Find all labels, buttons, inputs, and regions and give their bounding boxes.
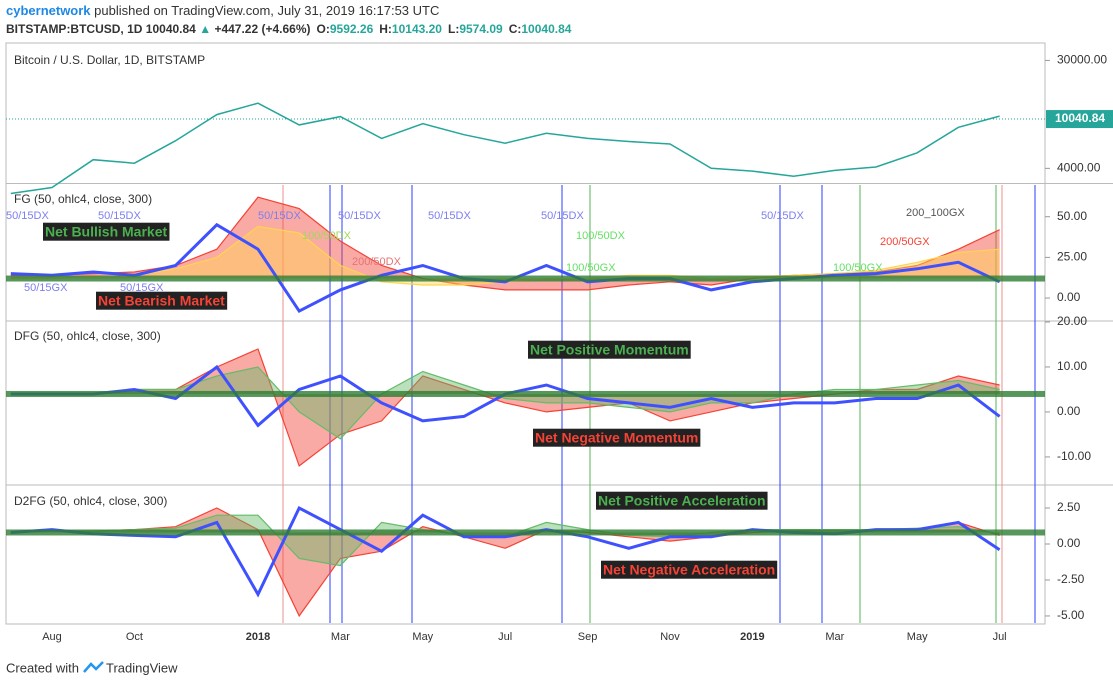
last: 10040.84 bbox=[146, 22, 196, 36]
signal-label: 200/50GX bbox=[880, 236, 930, 248]
logo bbox=[83, 661, 104, 673]
x-tick-label: Mar bbox=[825, 631, 844, 643]
symbol: BITSTAMP:BTCUSD, 1D bbox=[6, 22, 143, 36]
last-price-box bbox=[1046, 110, 1113, 129]
up-arrow: ▲ bbox=[199, 22, 211, 36]
y-tick-label: 30000.00 bbox=[1057, 53, 1107, 67]
indicator-line bbox=[10, 222, 1001, 314]
annotation: Net Negative Acceleration bbox=[603, 562, 775, 578]
annotation: Net Positive Momentum bbox=[530, 342, 689, 358]
signal-label: 50/15DX bbox=[541, 210, 584, 222]
signal-label: 100/50GX bbox=[833, 262, 883, 274]
y-tick-label: -10.00 bbox=[1057, 449, 1091, 463]
ohlc-value: 9592.26 bbox=[330, 22, 374, 36]
annotation: Net Positive Acceleration bbox=[598, 493, 766, 509]
price-line bbox=[10, 102, 1000, 195]
signal-label: 50/15DX bbox=[98, 210, 141, 222]
x-tick-label: May bbox=[412, 631, 433, 643]
baseline-band bbox=[6, 390, 1045, 397]
area-fill bbox=[10, 226, 1000, 285]
annotation: Net Bearish Market bbox=[98, 293, 225, 309]
annotation: Net Bullish Market bbox=[45, 224, 167, 240]
signal-label: 50/15DX bbox=[761, 210, 804, 222]
publisher: cybernetwork bbox=[6, 3, 91, 18]
x-tick-label: Jul bbox=[993, 631, 1007, 643]
pane-title: Bitcoin / U.S. Dollar, 1D, BITSTAMP bbox=[14, 53, 205, 67]
y-tick-label: 25.00 bbox=[1057, 250, 1087, 264]
plots: 30000.00 4000.00 Bitcoin / U.S. Dollar, 1D… bbox=[6, 53, 1113, 643]
ohlc-label: O: bbox=[317, 22, 330, 36]
x-tick-label: 2019 bbox=[740, 631, 764, 643]
y-tick-label: 10.00 bbox=[1057, 359, 1087, 373]
area-fill bbox=[10, 367, 1000, 439]
signal-label: 50/15DX bbox=[258, 210, 301, 222]
y-tick-label: 50.00 bbox=[1057, 209, 1087, 223]
ohlc-value: 10143.20 bbox=[392, 22, 442, 36]
indicator-line bbox=[10, 366, 1000, 440]
change: +447.22 (+4.66%) bbox=[214, 22, 310, 36]
annotation-box bbox=[528, 340, 691, 359]
signal-label: 200/50DX bbox=[352, 256, 402, 268]
y-tick-label: 4000.00 bbox=[1057, 161, 1101, 175]
y-tick-label: 20.00 bbox=[1057, 314, 1087, 328]
x-tick-label: Oct bbox=[126, 631, 143, 643]
signal-label: 50/15DX bbox=[338, 210, 381, 222]
signal-label: 100/50DX bbox=[302, 230, 352, 242]
baseline-band bbox=[6, 529, 1045, 536]
y-tick-label: -2.50 bbox=[1057, 572, 1085, 586]
header: cybernetwork published on TradingView.co… bbox=[6, 3, 439, 18]
area-fill bbox=[10, 197, 1000, 290]
y-tick-label: 0.00 bbox=[1057, 290, 1081, 304]
ohlc-value: 9574.09 bbox=[459, 22, 503, 36]
pane-title: DFG (50, ohlc4, close, 300) bbox=[14, 329, 161, 343]
baseline-band bbox=[6, 275, 1045, 282]
signal-label: 50/15GX bbox=[120, 282, 164, 294]
x-tick-label: Aug bbox=[42, 631, 62, 643]
ohlc-label: C: bbox=[509, 22, 522, 36]
annotation-box bbox=[596, 491, 768, 510]
published: published on TradingView.com, July 31, 2… bbox=[94, 3, 439, 18]
signal-label: 100/50DX bbox=[576, 230, 626, 242]
x-tick-label: May bbox=[907, 631, 928, 643]
y-tick-label: 0.00 bbox=[1057, 536, 1081, 550]
pane-title: D2FG (50, ohlc4, close, 300) bbox=[14, 494, 167, 508]
x-tick-label: Mar bbox=[331, 631, 350, 643]
ohlc-value: 10040.84 bbox=[521, 22, 571, 36]
x-tick-label: Jul bbox=[498, 631, 512, 643]
annotation-box bbox=[533, 428, 701, 447]
footer-text: Created with bbox=[6, 660, 79, 675]
annotation-box bbox=[601, 560, 778, 579]
x-tick-label: Nov bbox=[660, 631, 680, 643]
annotation: Net Negative Momentum bbox=[535, 430, 698, 446]
signal-label: 100/50GX bbox=[566, 262, 616, 274]
signal-label: 50/15DX bbox=[428, 210, 471, 222]
y-tick-label: 2.50 bbox=[1057, 500, 1081, 514]
annotation-box bbox=[43, 222, 170, 241]
ohlc-label: L: bbox=[448, 22, 459, 36]
signal-label: 50/15DX bbox=[6, 210, 49, 222]
x-tick-label: 2018 bbox=[246, 631, 270, 643]
pane-title: FG (50, ohlc4, close, 300) bbox=[14, 192, 152, 206]
area-fill bbox=[10, 515, 1000, 566]
ohlc-label: H: bbox=[379, 22, 392, 36]
signal-label: 200_100GX bbox=[906, 207, 965, 219]
x-tick-label: Sep bbox=[578, 631, 598, 643]
signal-label: 50/15GX bbox=[24, 282, 68, 294]
area-fill bbox=[10, 349, 1000, 466]
y-tick-label: -5.00 bbox=[1057, 608, 1085, 622]
last-price-label: 10040.84 bbox=[1055, 111, 1105, 125]
ohlc: O:9592.26 H:10143.20 L:9574.09 C:10040.84 bbox=[317, 22, 572, 36]
symbol-line: BITSTAMP:BTCUSD, 1D 10040.84 ▲ +447.22 (… bbox=[6, 22, 572, 36]
y-tick-label: 0.00 bbox=[1057, 404, 1081, 418]
footer-brand: TradingView bbox=[106, 660, 178, 675]
annotation-box bbox=[96, 291, 228, 310]
